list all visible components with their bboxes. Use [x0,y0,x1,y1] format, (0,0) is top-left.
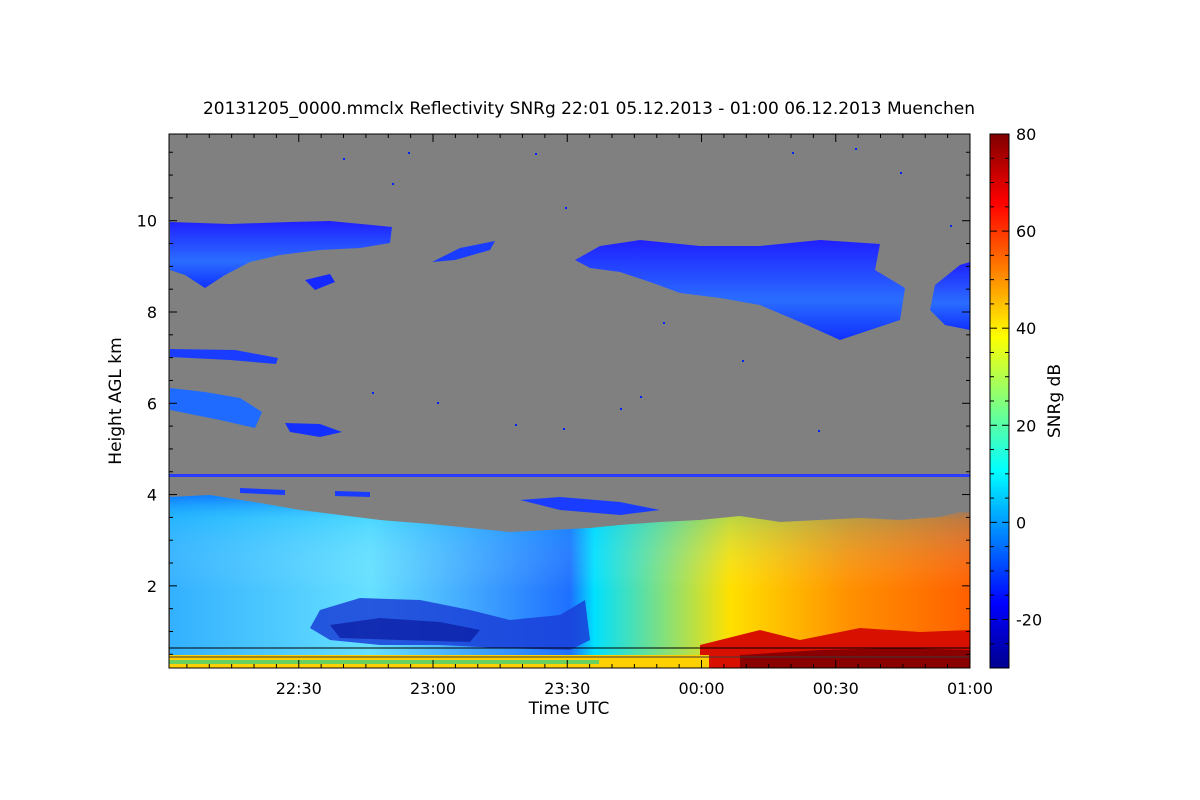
cirrus-layer-left [170,221,392,288]
x-axis-label: Time UTC [528,699,610,719]
mid-layer-7km [170,349,278,364]
boundary-layer-top-fade [170,495,970,590]
colorbar-label: SNRg dB [1045,364,1065,438]
artifact-line-4km [169,474,970,477]
y-tick-label: 6 [147,394,157,413]
colorbar-tick-label: 60 [1016,222,1036,241]
cirrus-streak [305,274,335,290]
y-tick-label: 8 [147,303,157,322]
plot-area [169,134,970,668]
y-axis: 2 4 6 8 10 [137,151,970,655]
colorbar-tick-label: 80 [1016,125,1036,144]
x-tick-label: 22:30 [276,679,322,698]
x-tick-label: 00:30 [813,679,859,698]
mid-layer-6km [170,388,262,428]
y-tick-label: 2 [147,577,157,596]
x-axis: 22:30 23:00 23:30 00:00 00:30 01:00 [186,134,993,698]
cirrus-patch-mid [432,241,495,262]
noise-dots [343,148,952,432]
cirrus-layer-right [575,240,905,340]
y-tick-label: 10 [137,212,157,231]
colorbar-tick-label: 40 [1016,319,1036,338]
mid-layer-5km [285,423,342,437]
colorbar-tick-label: 0 [1016,513,1026,532]
y-tick-label: 4 [147,486,157,505]
y-axis-label: Height AGL km [106,337,126,464]
x-tick-label: 23:30 [544,679,590,698]
x-tick-label: 23:00 [410,679,456,698]
x-tick-label: 00:00 [678,679,724,698]
near-ground-stripe [169,660,599,664]
surface-echo-core [740,648,970,668]
colorbar-tick-label: -20 [1016,610,1042,629]
plot-frame [168,133,971,669]
x-tick-label: 01:00 [947,679,993,698]
colorbar-tick-label: 20 [1016,416,1036,435]
colorbar-ticks: -20 0 20 40 60 80 [990,125,1042,645]
chart-title: 20131205_0000.mmclx Reflectivity SNRg 22… [203,99,975,119]
cirrus-patch-far-right [930,262,970,330]
low-snr-core [330,618,480,642]
small-echo-4km [240,488,660,515]
